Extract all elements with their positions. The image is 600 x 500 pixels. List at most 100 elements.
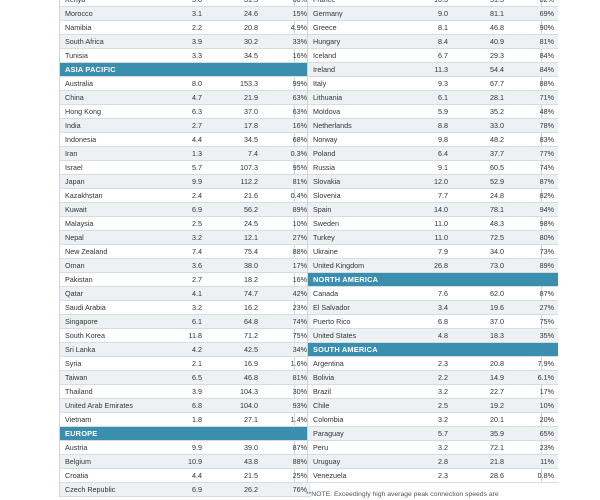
percent-cell: 87% — [508, 286, 558, 301]
percent-cell: 23% — [262, 300, 311, 315]
percent-cell: 81% — [508, 34, 558, 49]
country-cell: Canada — [308, 286, 400, 301]
value-cell-2: 16.9 — [206, 356, 262, 371]
table-row: Morocco 3.1 24.6 15% — [60, 6, 311, 21]
value-cell-2: 34.5 — [206, 48, 262, 63]
country-cell: Croatia — [60, 468, 154, 483]
percent-cell: 48% — [508, 104, 558, 119]
percent-cell: 84% — [508, 48, 558, 63]
value-cell-1: 2.4 — [154, 188, 206, 203]
value-cell-1: 6.4 — [400, 146, 452, 161]
region-header: ASIA PACIFIC — [60, 62, 311, 77]
table-row: Uruguay 2.8 21.8 11% — [308, 454, 558, 469]
percent-cell: 78% — [508, 118, 558, 133]
value-cell-1: 3.2 — [400, 412, 452, 427]
value-cell-2: 28.6 — [452, 468, 508, 483]
percent-cell: 89% — [508, 258, 558, 273]
country-cell: Iceland — [308, 48, 400, 63]
value-cell-1: 2.8 — [400, 454, 452, 469]
left-data-table: Kenya5.031.560%Morocco3.124.615%Namibia2… — [59, 0, 311, 497]
value-cell-2: 24.6 — [206, 6, 262, 21]
percent-cell: 73% — [508, 244, 558, 259]
table-row: Oman 3.6 38.0 17% — [60, 258, 311, 273]
table-row: El Salvador 3.4 19.6 27% — [308, 300, 558, 315]
table-row: Spain 14.0 78.1 94% — [308, 202, 558, 217]
table-row: Sweden 11.0 48.3 98% — [308, 216, 558, 231]
value-cell-1: 6.9 — [154, 202, 206, 217]
value-cell-1: 3.9 — [154, 384, 206, 399]
value-cell-1: 6.1 — [400, 90, 452, 105]
table-row: Ireland 11.3 54.4 84% — [308, 62, 558, 77]
table-row: Iceland 6.7 29.3 84% — [308, 48, 558, 63]
value-cell-2: 56.2 — [206, 202, 262, 217]
country-cell: Kazakhstan — [60, 188, 154, 203]
percent-cell: 27% — [262, 230, 311, 245]
value-cell-2: 18.3 — [452, 328, 508, 343]
country-cell: Netherlands — [308, 118, 400, 133]
country-cell: Spain — [308, 202, 400, 217]
value-cell-1: 5.7 — [400, 426, 452, 441]
region-header: NORTH AMERICA — [308, 272, 558, 287]
value-cell-2: 35.2 — [452, 104, 508, 119]
value-cell-2: 34.5 — [206, 132, 262, 147]
value-cell-1: 5.7 — [154, 160, 206, 175]
value-cell-2: 16.2 — [206, 300, 262, 315]
country-cell: Chile — [308, 398, 400, 413]
country-cell: United Arab Emirates — [60, 398, 154, 413]
country-cell: South Korea — [60, 328, 154, 343]
table-row: Indonesia 4.4 34.5 68% — [60, 132, 311, 147]
percent-cell: 81% — [262, 370, 311, 385]
table-row: Netherlands 8.8 33.0 78% — [308, 118, 558, 133]
value-cell-2: 104.3 — [206, 384, 262, 399]
value-cell-1: 6.8 — [154, 398, 206, 413]
percent-cell: 6.1% — [508, 370, 558, 385]
country-cell: Russia — [308, 160, 400, 175]
percent-cell: 0.3% — [262, 146, 311, 161]
percent-cell: 0.4% — [262, 188, 311, 203]
value-cell-2: 81.1 — [452, 6, 508, 21]
percent-cell: 90% — [508, 20, 558, 35]
value-cell-1: 8.8 — [400, 118, 452, 133]
value-cell-2: 12.1 — [206, 230, 262, 245]
value-cell-2: 107.3 — [206, 160, 262, 175]
value-cell-2: 153.3 — [206, 76, 262, 91]
percent-cell: 69% — [508, 6, 558, 21]
value-cell-1: 11.0 — [400, 230, 452, 245]
value-cell-2: 33.0 — [452, 118, 508, 133]
table-row: United Kingdom 26.8 73.0 89% — [308, 258, 558, 273]
country-cell: Germany — [308, 6, 400, 21]
country-cell: Taiwan — [60, 370, 154, 385]
country-cell: Namibia — [60, 20, 154, 35]
table-row: India 2.7 17.8 16% — [60, 118, 311, 133]
percent-cell: 63% — [262, 90, 311, 105]
percent-cell: 93% — [262, 398, 311, 413]
value-cell-1: 3.2 — [154, 230, 206, 245]
table-row: Norway 9.8 48.2 83% — [308, 132, 558, 147]
table-row: South Africa 3.9 30.2 33% — [60, 34, 311, 49]
country-cell: Bolivia — [308, 370, 400, 385]
table-row: Malaysia 2.5 24.5 10% — [60, 216, 311, 231]
value-cell-2: 24.8 — [452, 188, 508, 203]
table-row: Kazakhstan 2.4 21.6 0.4% — [60, 188, 311, 203]
table-row: Canada 7.6 62.0 87% — [308, 286, 558, 301]
table-row: Brazil 3.2 22.7 17% — [308, 384, 558, 399]
country-cell: China — [60, 90, 154, 105]
percent-cell: 7.9% — [508, 356, 558, 371]
value-cell-1: 9.3 — [400, 76, 452, 91]
country-cell: Brazil — [308, 384, 400, 399]
region-header-label: NORTH AMERICA — [308, 272, 558, 287]
value-cell-1: 6.8 — [400, 314, 452, 329]
table-row: Croatia 4.4 21.5 25% — [60, 468, 311, 483]
value-cell-2: 38.0 — [206, 258, 262, 273]
country-cell: Iran — [60, 146, 154, 161]
value-cell-2: 31.5 — [206, 0, 262, 7]
table-row: Czech Republic 6.9 26.2 76% — [60, 482, 311, 497]
value-cell-1: 9.9 — [154, 440, 206, 455]
percent-cell: 65% — [508, 426, 558, 441]
country-cell: Lithuania — [308, 90, 400, 105]
value-cell-2: 14.9 — [452, 370, 508, 385]
value-cell-2: 64.8 — [206, 314, 262, 329]
value-cell-2: 37.0 — [452, 314, 508, 329]
table-row: Taiwan 6.5 46.8 81% — [60, 370, 311, 385]
stats-table: France10.351.382%Germany9.081.169%Greece… — [308, 0, 558, 483]
